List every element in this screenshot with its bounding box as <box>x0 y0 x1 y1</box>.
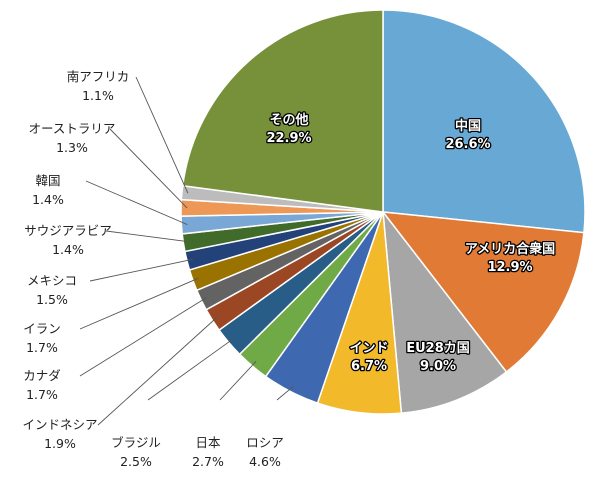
slice-label: インド <box>349 341 388 356</box>
slice-value-label: 1.4% <box>32 192 64 207</box>
leader-line <box>105 230 190 243</box>
slice-label: カナダ <box>23 368 61 383</box>
slice-value-label: 2.5% <box>120 454 152 469</box>
slice-label: 南アフリカ <box>67 69 130 84</box>
slice-value-label: 26.6% <box>445 137 490 152</box>
slice-label: イラン <box>23 321 61 336</box>
leader-line <box>135 76 189 194</box>
leader-line <box>276 385 294 401</box>
slice-value-label: 1.7% <box>26 387 58 402</box>
slice-labels: 中国 26.6% アメリカ合衆国 12.9% EU28カ国 9.0% インド 6.7% ロシア 4… <box>22 69 556 469</box>
leader-line <box>79 277 199 330</box>
pie-slice <box>382 9 586 234</box>
leader-line <box>147 338 234 401</box>
slice-value-label: 1.7% <box>26 340 58 355</box>
slice-value-label: 2.7% <box>192 454 224 469</box>
slice-value-label: 1.9% <box>44 436 76 451</box>
leader-lines <box>79 76 294 426</box>
slice-value-label: 1.1% <box>82 88 114 103</box>
leader-line <box>89 258 193 282</box>
slice-value-label: 1.5% <box>36 292 68 307</box>
slice-value-label: 12.9% <box>487 260 532 275</box>
slice-value-label: 9.0% <box>420 359 456 374</box>
pie-slice <box>381 211 585 373</box>
slice-label: インドネシア <box>22 417 97 432</box>
leader-line <box>85 180 188 226</box>
slice-value-label: 1.3% <box>56 140 88 155</box>
slice-label: 日本 <box>195 435 221 450</box>
slice-label: オーストラリア <box>29 121 116 136</box>
slice-label: メキシコ <box>27 273 77 288</box>
slice-label: ロシア <box>246 435 284 450</box>
slice-value-label: 4.6% <box>249 454 281 469</box>
slice-label: 韓国 <box>35 173 60 188</box>
slice-label: 中国 <box>455 118 481 134</box>
slice-label: ブラジル <box>111 435 161 450</box>
slice-label: その他 <box>269 112 308 128</box>
slice-value-label: 1.4% <box>52 242 84 257</box>
leader-line <box>219 361 257 401</box>
slice-label: サウジアラビア <box>24 223 112 238</box>
slice-value-label: 6.7% <box>351 359 387 374</box>
leader-line <box>79 297 207 377</box>
slice-value-label: 22.9% <box>266 131 311 146</box>
pie-slice <box>382 209 508 414</box>
slice-label: EU28カ国 <box>406 341 470 356</box>
leader-line <box>97 316 218 426</box>
slice-label: アメリカ合衆国 <box>465 241 555 257</box>
pie-slice <box>181 9 384 213</box>
leader-line <box>109 128 188 209</box>
